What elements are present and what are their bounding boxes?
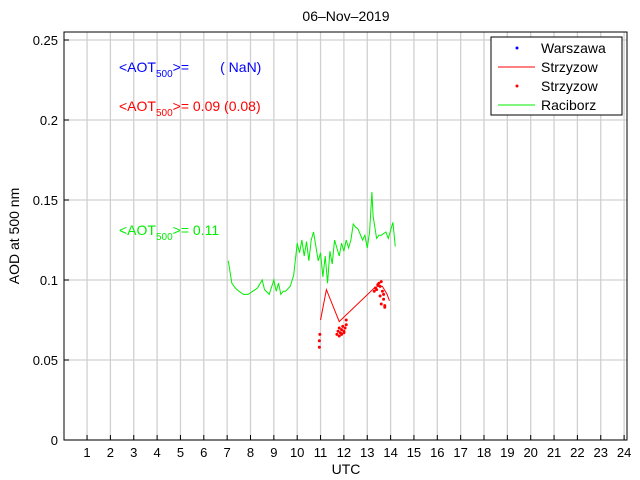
series-point-strzyzow — [342, 331, 346, 335]
series-point-strzyzow — [383, 304, 387, 308]
series-point-strzyzow — [318, 332, 322, 336]
x-tick-label: 11 — [314, 445, 328, 460]
series-point-strzyzow — [382, 297, 386, 301]
y-tick-label: 0.1 — [40, 273, 58, 288]
x-tick-label: 23 — [594, 445, 608, 460]
x-tick-label: 17 — [453, 445, 467, 460]
x-tick-label: 14 — [383, 445, 397, 460]
series-point-strzyzow — [317, 345, 321, 349]
legend-box — [490, 36, 623, 116]
series-point-strzyzow — [378, 294, 382, 298]
series-layer — [227, 191, 396, 349]
x-tick-label: 2 — [107, 445, 114, 460]
series-point-strzyzow — [382, 292, 386, 296]
aot-annotation: <AOT500>= 0.09 (0.08) — [119, 98, 261, 119]
x-tick-label: 21 — [547, 445, 561, 460]
x-tick-label: 5 — [177, 445, 184, 460]
legend-label: Strzyzow — [541, 78, 599, 94]
plot-frame — [63, 31, 628, 441]
series-point-strzyzow — [340, 332, 344, 336]
chart-title: 06–Nov–2019 — [302, 8, 389, 24]
series-point-strzyzow — [337, 326, 341, 330]
legend: Warszawa Strzyzow Strzyzow Raciborz — [490, 36, 623, 116]
y-tick-label: 0.25 — [33, 33, 58, 48]
x-tick-label: 3 — [130, 445, 137, 460]
aot-annotation: <AOT500>= ( NaN) — [119, 59, 261, 80]
series-point-strzyzow — [343, 326, 347, 330]
x-tick-label: 4 — [153, 445, 160, 460]
y-tick-label: 0.05 — [33, 353, 58, 368]
series-point-strzyzow — [344, 323, 348, 327]
series-point-strzyzow — [379, 302, 383, 306]
series-line-raciborz — [227, 191, 396, 296]
annotations: <AOT500>= ( NaN) <AOT500>= 0.09 (0.08) <AO… — [119, 59, 261, 243]
y-tick-label: 0.2 — [40, 113, 58, 128]
x-tick-label: 18 — [477, 445, 491, 460]
series-point-strzyzow — [340, 328, 344, 332]
x-tick-label: 22 — [570, 445, 584, 460]
ticks: 1 2 3 4 5 6 7 8 9 10 11 12 13 14 15 16 17 18 19 20 21 22 23 240… — [33, 33, 632, 460]
x-tick-label: 7 — [224, 445, 231, 460]
legend-dot-icon — [515, 46, 519, 50]
series-point-strzyzow — [341, 324, 345, 328]
x-tick-label: 10 — [290, 445, 304, 460]
x-tick-label: 6 — [200, 445, 207, 460]
series-point-strzyzow — [372, 289, 376, 293]
legend-dot-icon — [515, 84, 519, 88]
series-point-strzyzow — [336, 329, 340, 333]
x-tick-label: 15 — [407, 445, 421, 460]
y-axis-label: AOD at 500 nm — [6, 188, 22, 285]
x-tick-label: 19 — [500, 445, 514, 460]
legend-label: Raciborz — [541, 97, 596, 113]
x-tick-label: 13 — [360, 445, 374, 460]
legend-label: Warszawa — [541, 40, 606, 56]
series-point-strzyzow — [380, 289, 384, 293]
x-tick-label: 9 — [270, 445, 277, 460]
y-tick-label: 0 — [51, 433, 58, 448]
series-point-strzyzow — [337, 334, 341, 338]
series-point-strzyzow — [335, 332, 339, 336]
series-point-strzyzow — [375, 288, 379, 292]
x-tick-label: 8 — [247, 445, 254, 460]
y-tick-label: 0.15 — [33, 193, 58, 208]
legend-label: Strzyzow — [541, 59, 599, 75]
x-tick-label: 20 — [523, 445, 537, 460]
x-tick-label: 16 — [430, 445, 444, 460]
series-point-strzyzow — [379, 280, 383, 284]
series-line-strzyzow — [320, 285, 390, 323]
x-tick-label: 24 — [617, 445, 631, 460]
series-point-strzyzow — [377, 281, 381, 285]
series-point-strzyzow — [378, 284, 382, 288]
aot-annotation: <AOT500>= 0.11 — [119, 222, 219, 243]
series-point-strzyzow — [344, 318, 348, 322]
x-axis-label: UTC — [332, 461, 361, 477]
x-tick-label: 12 — [337, 445, 351, 460]
x-tick-label: 1 — [83, 445, 90, 460]
series-point-strzyzow — [317, 339, 321, 343]
